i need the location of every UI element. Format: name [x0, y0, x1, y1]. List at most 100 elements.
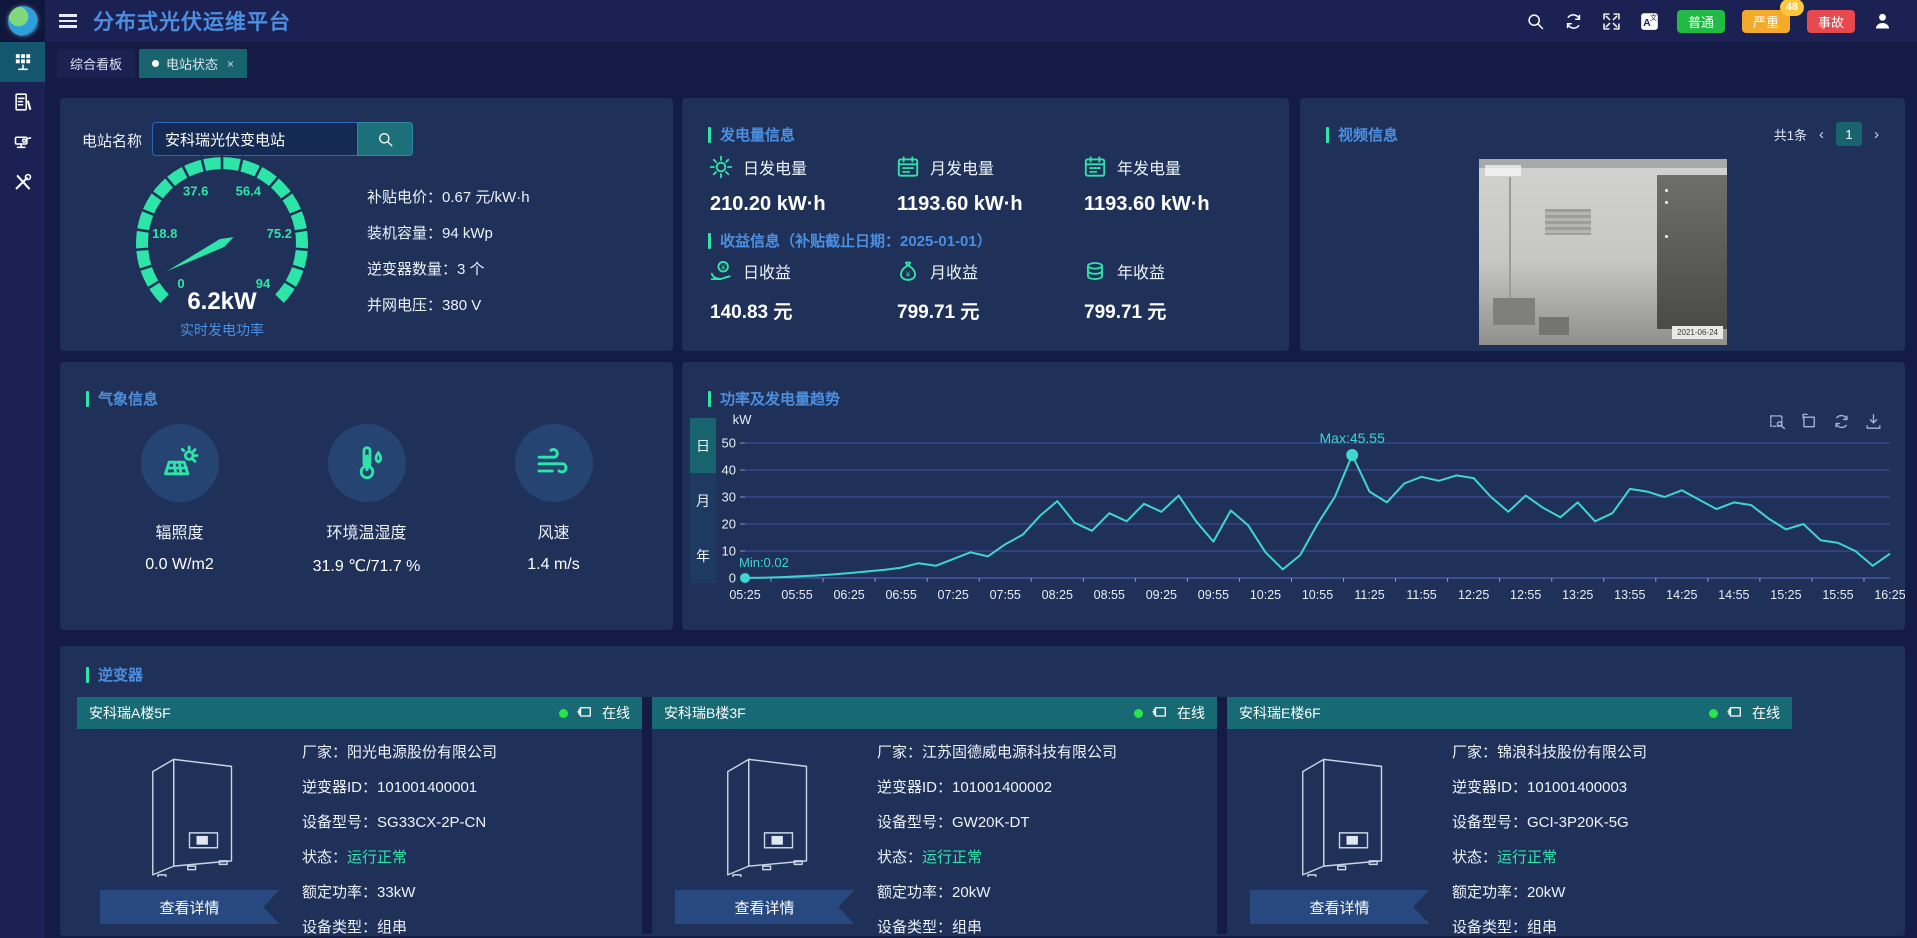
coins-icon	[1087, 262, 1103, 280]
download-icon[interactable]	[1864, 412, 1883, 431]
inverter-field: 设备型号：GCI-3P20K-5G	[1452, 811, 1792, 832]
alarm-button-普通[interactable]: 普通	[1676, 9, 1725, 33]
coin-hand-icon: ¥	[710, 260, 731, 281]
inverter-box-icon	[1152, 707, 1166, 717]
inverter-field: 厂家：阳光电源股份有限公司	[302, 741, 642, 762]
search-button-icon	[378, 132, 393, 147]
field-value: 101001400002	[952, 779, 1053, 796]
tab-综合看板[interactable]: 综合看板	[57, 49, 136, 78]
field-value: 20kW	[952, 884, 991, 901]
online-label: 在线	[1177, 705, 1205, 721]
svg-text:0: 0	[729, 571, 736, 586]
alarm-button-事故[interactable]: 事故	[1806, 9, 1855, 33]
inverter-panel: 逆变器 安科瑞A楼5F 在线 查看详情 厂家：阳光电源股份有限公司 逆变器ID：1010…	[60, 646, 1905, 936]
inverter-card-header: 安科瑞E楼6F 在线	[1227, 697, 1792, 729]
svg-text:¥: ¥	[906, 270, 911, 279]
inverter-box-icon	[577, 707, 591, 717]
search-button[interactable]	[357, 122, 413, 156]
power-gauge: 0 18.8 37.6 56.4 75.2 94	[122, 143, 322, 343]
sidebar-item-report-document[interactable]	[0, 82, 45, 122]
sidebar-item-dashboard-grid[interactable]	[0, 42, 45, 82]
weather-item: 环境温湿度 31.9 ℃/71.7 %	[273, 424, 460, 576]
station-stat: 装机容量：94 kWp	[367, 222, 530, 243]
field-value: 组串	[377, 919, 408, 936]
svg-text:13:25: 13:25	[1562, 588, 1593, 602]
camera-timestamp: 2021-06-24	[1672, 326, 1723, 339]
period-tab-月[interactable]: 月	[690, 473, 716, 528]
svg-text:12:55: 12:55	[1510, 588, 1541, 602]
sidebar-item-tools-wrench[interactable]	[0, 162, 45, 202]
svg-text:18.8: 18.8	[152, 226, 177, 241]
view-details-button[interactable]: 查看详情	[99, 890, 280, 924]
money-bag-icon: ¥	[900, 261, 916, 281]
next-page-button[interactable]: ›	[1874, 125, 1879, 143]
station-stat: 逆变器数量：3 个	[367, 258, 530, 279]
prev-page-button[interactable]: ‹	[1819, 125, 1824, 143]
user-icon[interactable]	[1872, 11, 1893, 32]
zoom-restore-icon[interactable]	[1800, 412, 1819, 431]
chart-refresh-icon[interactable]	[1832, 412, 1851, 431]
field-value: 运行正常	[1497, 849, 1558, 866]
station-search-input[interactable]	[152, 122, 357, 156]
svg-text:15:55: 15:55	[1822, 588, 1853, 602]
video-thumbnail[interactable]: 2021-06-24	[1479, 159, 1727, 345]
inverter-image	[1302, 758, 1383, 877]
tab-close-icon[interactable]: ×	[227, 56, 235, 71]
inverter-field: 厂家：锦浪科技股份有限公司	[1452, 741, 1792, 762]
metric-item: 年发电量 1193.60 kW·h	[1082, 154, 1269, 216]
stat-label: 补贴电价：	[367, 189, 443, 206]
metric-item: ¥ 日收益 140.83 元	[708, 258, 895, 324]
svg-text:37.6: 37.6	[183, 183, 208, 198]
field-label: 逆变器ID：	[877, 779, 953, 796]
field-label: 逆变器ID：	[1452, 779, 1528, 796]
menu-toggle-icon[interactable]	[59, 14, 77, 28]
inverter-field: 设备类型：组串	[1452, 916, 1792, 937]
wind-icon-circle	[514, 424, 593, 502]
station-stats: 补贴电价：0.67 元/kW·h 装机容量：94 kWp 逆变器数量：3 个并网电压…	[367, 186, 530, 315]
field-value: SG33CX-2P-CN	[377, 814, 487, 831]
metric-item: 日发电量 210.20 kW·h	[708, 154, 895, 216]
field-label: 设备类型：	[877, 919, 953, 936]
field-value: 101001400003	[1527, 779, 1628, 796]
field-label: 厂家：	[877, 744, 923, 761]
trend-chart: 0 10 20 30 40 50 kW 05:25 05:55 06:25 06:55 07:25 07…	[722, 412, 1905, 602]
inverter-field: 状态：运行正常	[1452, 846, 1792, 867]
period-tab-日[interactable]: 日	[690, 418, 716, 473]
field-label: 额定功率：	[1452, 884, 1528, 901]
metric-value: 1193.60 kW·h	[897, 193, 1023, 215]
online-status: 在线	[559, 703, 630, 723]
refresh-icon[interactable]	[1563, 11, 1584, 32]
inverter-name: 安科瑞B楼3F	[664, 705, 746, 721]
tab-电站状态[interactable]: 电站状态 ×	[139, 49, 248, 78]
tab-label: 电站状态	[166, 57, 219, 72]
field-value: 运行正常	[347, 849, 408, 866]
view-details-button[interactable]: 查看详情	[1249, 890, 1430, 924]
inverter-card: 安科瑞B楼3F 在线 查看详情 厂家：江苏固德威电源科技有限公司 逆变器ID：10100…	[652, 697, 1217, 936]
svg-text:13:55: 13:55	[1614, 588, 1645, 602]
field-label: 厂家：	[1452, 744, 1498, 761]
accent-bar	[86, 666, 89, 683]
inverter-cards: 安科瑞A楼5F 在线 查看详情 厂家：阳光电源股份有限公司 逆变器ID：10100140…	[77, 697, 1792, 937]
alarm-button-严重[interactable]: 严重 48	[1741, 0, 1804, 33]
field-label: 状态：	[877, 849, 923, 866]
view-details-button[interactable]: 查看详情	[674, 890, 855, 924]
sun-icon	[709, 155, 733, 179]
metric-value: 140.83 元	[710, 302, 793, 323]
field-label: 设备型号：	[302, 814, 378, 831]
svg-text:11:25: 11:25	[1354, 588, 1384, 602]
page-number[interactable]: 1	[1836, 122, 1862, 146]
accent-bar	[86, 390, 89, 407]
metric-label: 日收益	[743, 265, 792, 282]
online-status: 在线	[1134, 703, 1205, 723]
period-tab-年[interactable]: 年	[690, 528, 716, 583]
fullscreen-icon[interactable]	[1601, 11, 1622, 32]
card-divider	[1217, 697, 1227, 934]
weather-item: 辐照度 0.0 W/m2	[86, 424, 273, 576]
search-icon[interactable]	[1525, 11, 1546, 32]
gauge-value: 6.2kW	[187, 288, 257, 315]
svg-text:kW: kW	[733, 412, 753, 427]
sidebar-item-camera-monitor[interactable]	[0, 122, 45, 162]
main-content: 电站名称 0 18.8 37.6 56.4 75.2 94 6.2kW 实时发电功率 补贴…	[45, 78, 1917, 938]
zoom-box-icon[interactable]	[1768, 412, 1787, 431]
